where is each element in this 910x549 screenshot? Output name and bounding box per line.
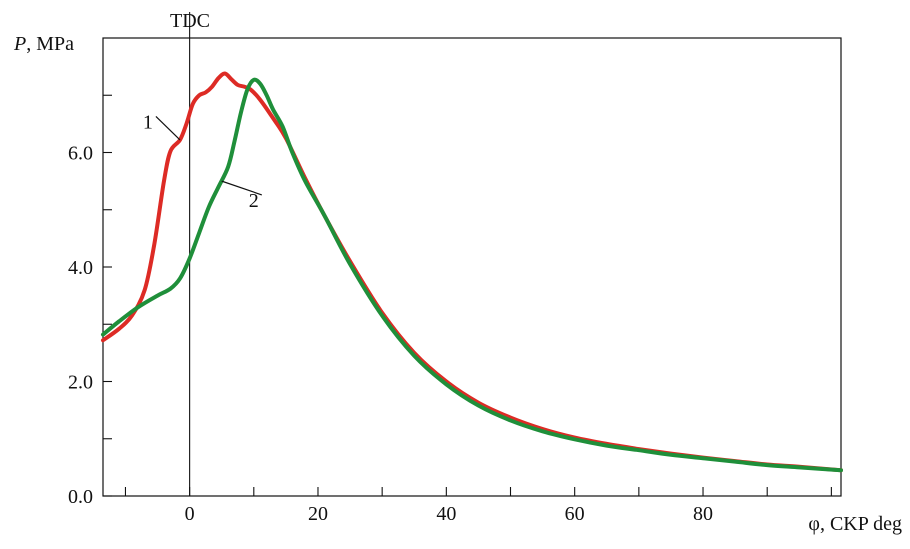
series-2-leader <box>221 180 263 196</box>
series-1-leader <box>155 116 181 141</box>
series-group <box>101 71 843 473</box>
x-tick-label: 0 <box>185 503 195 525</box>
y-axis-label: P, MPa <box>13 33 74 55</box>
annotation-group: 12 <box>143 111 263 212</box>
y-tick-label: 6.0 <box>68 143 93 165</box>
plot-border <box>102 37 842 497</box>
plot-frame <box>102 37 842 497</box>
series-2-label: 2 <box>249 190 259 212</box>
x-tick-label: 20 <box>308 503 328 525</box>
x-axis-label: φ, CKP deg <box>808 513 902 535</box>
axis-ticks <box>103 94 832 497</box>
series-1-line <box>101 71 843 473</box>
y-tick-label: 2.0 <box>68 372 93 394</box>
y-tick-label: 0.0 <box>68 486 93 508</box>
axis-tick-labels: 0 20 40 60 80 0.0 2.0 4.0 6.0 <box>68 143 713 526</box>
y-tick-label: 4.0 <box>68 257 93 279</box>
series-2-line <box>101 77 843 473</box>
x-tick-label: 80 <box>693 503 713 525</box>
y-axis-symbol: P <box>13 33 26 55</box>
series-1-label: 1 <box>143 111 153 133</box>
y-axis-unit: , MPa <box>26 33 74 55</box>
x-tick-label: 40 <box>436 503 456 525</box>
x-tick-label: 60 <box>565 503 585 525</box>
tdc-label: TDC <box>170 10 210 32</box>
